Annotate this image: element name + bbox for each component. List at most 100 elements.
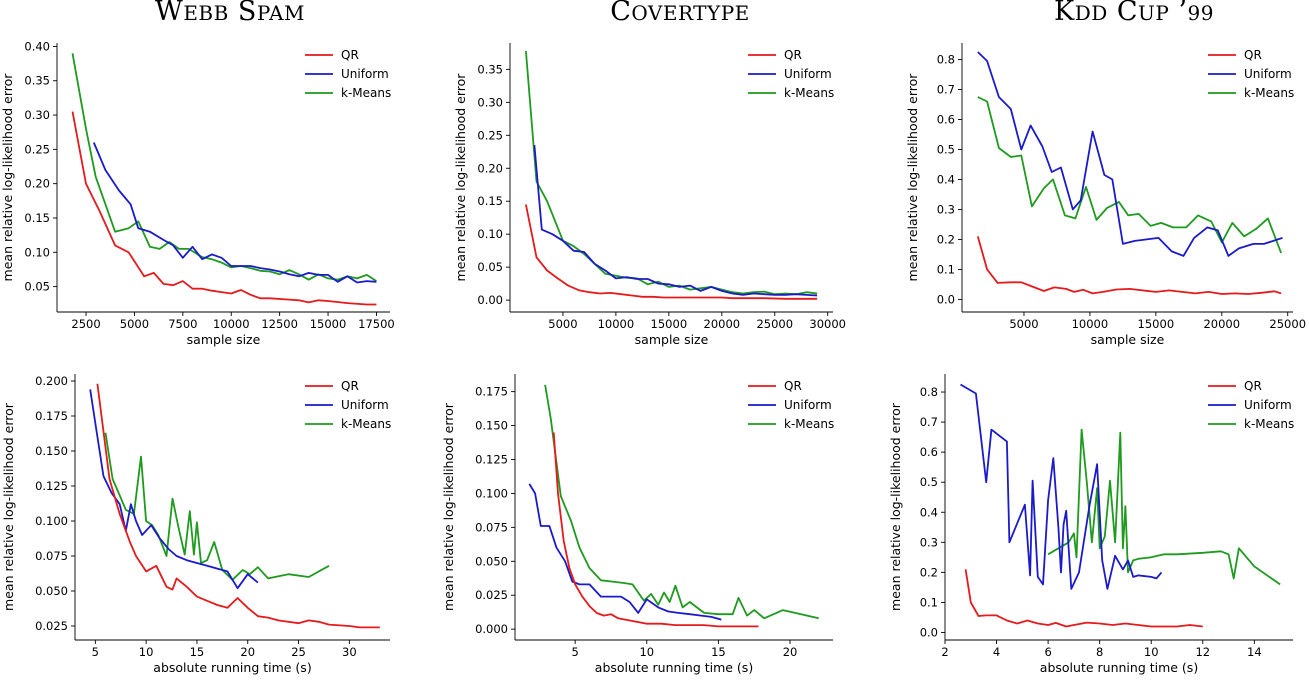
x-tick-label: 25000	[1269, 317, 1306, 331]
y-tick-label: 0.2	[937, 232, 955, 246]
x-tick-label: 5	[571, 645, 578, 659]
column-title-webb-spam: WEBB SPAM	[155, 0, 305, 27]
series-line-kmeans	[104, 432, 330, 581]
legend-label-qr: QR	[341, 379, 359, 393]
y-tick-label: 0.175	[35, 409, 68, 423]
y-tick-label: 0.5	[937, 142, 955, 156]
legend-label-uniform: Uniform	[1244, 398, 1292, 412]
series-line-qr	[964, 569, 1203, 628]
x-tick-label: 10000	[598, 317, 635, 331]
y-tick-label: 0.3	[920, 535, 938, 549]
y-tick-label: 0.075	[475, 520, 508, 534]
series-line-kmeans	[1047, 428, 1281, 586]
y-axis-label: mean relative log-likelihood error	[453, 73, 468, 282]
legend-label-kmeans: k-Means	[1244, 417, 1294, 431]
y-tick-label: 0.8	[920, 385, 938, 399]
legend-label-uniform: Uniform	[784, 67, 832, 81]
y-tick-label: 0.125	[475, 453, 508, 467]
chart-panel-2: 5000 10000 15000 20000 25000 0.0 0.1 0.2 0.3 0.4 0…	[905, 43, 1306, 347]
y-tick-label: 0.10	[24, 245, 50, 259]
x-tick-label: 14	[1247, 645, 1262, 659]
series-line-qr	[71, 111, 377, 306]
x-tick-label: 10000	[1072, 317, 1109, 331]
x-axis-label: absolute running time (s)	[1040, 660, 1198, 675]
legend-label-uniform: Uniform	[341, 67, 389, 81]
series-line-uniform	[528, 483, 722, 621]
y-tick-label: 0.8	[937, 52, 955, 66]
y-tick-label: 0.100	[475, 486, 508, 500]
x-tick-label: 20000	[704, 317, 741, 331]
legend-label-qr: QR	[1244, 48, 1262, 62]
series-line-kmeans	[977, 96, 1282, 254]
x-tick-label: 2	[941, 645, 948, 659]
series-line-qr	[552, 432, 759, 628]
y-tick-label: 0.15	[24, 211, 50, 225]
x-tick-label: 15000	[651, 317, 688, 331]
y-tick-label: 0.050	[475, 554, 508, 568]
series-line-uniform	[92, 142, 377, 284]
x-tick-label: 25	[291, 645, 306, 659]
y-tick-label: 0.15	[477, 194, 503, 208]
y-axis-label: mean relative log-likelihood error	[888, 402, 903, 611]
legend-label-qr: QR	[1244, 379, 1262, 393]
legend-label-uniform: Uniform	[1244, 67, 1292, 81]
x-tick-label: 20000	[1203, 317, 1240, 331]
series-line-uniform	[977, 51, 1283, 257]
y-tick-label: 0.100	[35, 514, 68, 528]
x-tick-label: 17500	[358, 317, 395, 331]
series-line-uniform	[89, 389, 259, 590]
x-axis-label: sample size	[635, 332, 709, 347]
legend-label-uniform: Uniform	[341, 398, 389, 412]
x-tick-label: 15	[711, 645, 726, 659]
y-tick-label: 0.5	[920, 475, 938, 489]
chart-panel-1: 5000 10000 15000 20000 25000 30000 0.00 0.05 0.1…	[453, 43, 846, 347]
y-axis-label: mean relative log-likelihood error	[1, 402, 16, 611]
series-line-uniform	[533, 145, 818, 297]
x-tick-label: 10000	[213, 317, 250, 331]
y-tick-label: 0.000	[475, 622, 508, 636]
y-tick-label: 0.025	[35, 619, 68, 633]
y-tick-label: 0.7	[937, 82, 955, 96]
x-tick-label: 7500	[168, 317, 197, 331]
x-tick-label: 8	[1096, 645, 1103, 659]
y-tick-label: 0.00	[477, 293, 503, 307]
legend-label-kmeans: k-Means	[341, 86, 391, 100]
y-tick-label: 0.200	[35, 374, 68, 388]
x-tick-label: 12500	[261, 317, 298, 331]
y-tick-label: 0.35	[24, 74, 50, 88]
x-tick-label: 20	[240, 645, 255, 659]
x-axis-label: absolute running time (s)	[595, 660, 753, 675]
x-axis-label: sample size	[187, 332, 261, 347]
y-tick-label: 0.6	[920, 445, 938, 459]
x-tick-label: 15000	[1138, 317, 1175, 331]
legend-label-qr: QR	[341, 48, 359, 62]
series-line-qr	[96, 383, 380, 629]
legend-label-uniform: Uniform	[784, 398, 832, 412]
x-tick-label: 30	[342, 645, 357, 659]
column-title-covertype: COVERTYPE	[610, 0, 750, 27]
x-tick-label: 30000	[809, 317, 846, 331]
chart-panel-3: 5 10 15 20 25 30 0.025 0.050 0.075 0.100 0.125 0.15…	[1, 374, 391, 675]
y-tick-label: 0.05	[477, 260, 503, 274]
y-tick-label: 0.30	[24, 108, 50, 122]
x-tick-label: 25000	[756, 317, 793, 331]
legend-label-kmeans: k-Means	[784, 417, 834, 431]
y-tick-label: 0.25	[477, 128, 503, 142]
series-line-qr	[525, 204, 818, 300]
y-tick-label: 0.0	[937, 292, 955, 306]
y-axis-label: mean relative log-likelihood error	[905, 73, 920, 282]
series-line-kmeans	[525, 50, 818, 296]
y-tick-label: 0.025	[475, 588, 508, 602]
x-tick-label: 10	[639, 645, 654, 659]
y-tick-label: 0.150	[35, 444, 68, 458]
y-tick-label: 0.1	[920, 595, 938, 609]
y-tick-label: 0.3	[937, 202, 955, 216]
x-tick-label: 15000	[310, 317, 347, 331]
legend-label-qr: QR	[784, 379, 802, 393]
x-tick-label: 20	[783, 645, 798, 659]
x-tick-label: 10	[1144, 645, 1159, 659]
y-tick-label: 0.40	[24, 39, 50, 53]
x-tick-label: 12	[1195, 645, 1210, 659]
y-tick-label: 0.150	[475, 419, 508, 433]
